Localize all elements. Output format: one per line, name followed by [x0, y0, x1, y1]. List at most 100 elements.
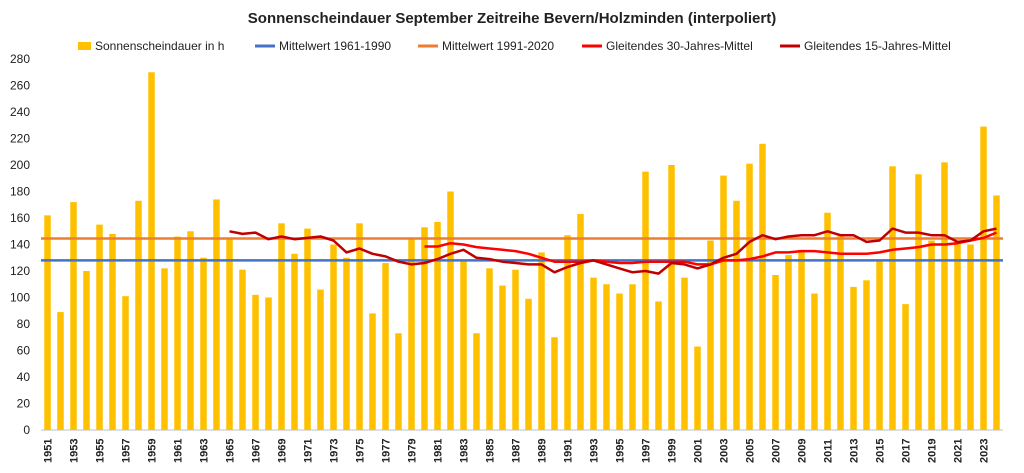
bar-2002: [707, 240, 714, 430]
x-tick-label: 2009: [797, 439, 809, 463]
x-tick-label: 2005: [745, 439, 757, 463]
bar-1985: [486, 268, 493, 430]
bar-2001: [694, 346, 701, 430]
x-tick-label: 1975: [355, 439, 367, 463]
x-tick-label: 2003: [719, 439, 731, 463]
bar-1971: [304, 228, 311, 430]
bars: [44, 72, 1000, 431]
x-tick-label: 1963: [199, 439, 211, 463]
bar-1956: [109, 233, 116, 430]
bar-1970: [291, 253, 298, 430]
bar-2018: [915, 174, 922, 430]
bar-1998: [655, 301, 662, 430]
y-tick-label: 60: [17, 344, 31, 358]
bar-2021: [954, 240, 961, 430]
x-tick-label: 1957: [121, 439, 133, 463]
x-tick-label: 1971: [303, 439, 315, 463]
bar-1984: [473, 333, 480, 430]
y-tick-label: 140: [10, 238, 30, 252]
x-tick-label: 2013: [849, 439, 861, 463]
y-tick-label: 160: [10, 211, 30, 225]
bar-1986: [499, 285, 506, 430]
bar-1964: [213, 199, 220, 430]
bar-1961: [174, 236, 181, 430]
bar-1960: [161, 268, 168, 430]
bar-1995: [616, 293, 623, 430]
x-tick-label: 1961: [173, 439, 185, 463]
bar-1962: [187, 231, 194, 430]
y-tick-label: 180: [10, 185, 30, 199]
bar-1979: [408, 237, 415, 430]
bar-2016: [889, 166, 896, 430]
x-tick-label: 1979: [407, 439, 419, 463]
x-tick-label: 1991: [563, 439, 575, 463]
x-tick-label: 1977: [381, 439, 393, 463]
bar-2011: [824, 212, 831, 430]
bar-1996: [629, 284, 636, 430]
bar-2010: [811, 293, 818, 430]
bar-1992: [577, 214, 584, 430]
bar-1958: [135, 200, 142, 430]
bar-1981: [434, 221, 441, 430]
bar-1982: [447, 191, 454, 430]
y-tick-label: 200: [10, 158, 30, 172]
rolling-15-year-mean-line: [229, 227, 997, 275]
y-tick-label: 100: [10, 291, 30, 305]
bar-2012: [837, 233, 844, 430]
x-tick-label: 1951: [43, 439, 55, 463]
x-tick-label: 1965: [225, 439, 237, 463]
bar-1987: [512, 269, 519, 430]
bar-2013: [850, 286, 857, 430]
bar-2008: [785, 255, 792, 430]
axes: 0 20 40 60 80 100 120 140 160 180 200 220 240 260 280 1…: [10, 52, 1003, 463]
bar-1967: [252, 294, 259, 430]
legend: Sonnenscheindauer in h Mittelwert 1961-19…: [78, 39, 951, 53]
legend-label: Gleitendes 30-Jahres-Mittel: [606, 39, 753, 53]
legend-label: Mittelwert 1991-2020: [442, 39, 554, 53]
bar-1965: [226, 237, 233, 430]
y-tick-label: 80: [17, 317, 31, 331]
bar-1994: [603, 284, 610, 430]
bar-2003: [720, 175, 727, 430]
legend-label: Sonnenscheindauer in h: [95, 39, 224, 53]
bar-1969: [278, 223, 285, 430]
x-tick-label: 1973: [329, 439, 341, 463]
bar-2023: [980, 126, 987, 430]
x-tick-label: 1959: [147, 439, 159, 463]
x-tick-label: 1999: [667, 439, 679, 463]
y-tick-label: 240: [10, 105, 30, 119]
legend-label: Mittelwert 1961-1990: [279, 39, 391, 53]
bar-1990: [551, 337, 558, 430]
y-tick-label: 220: [10, 132, 30, 146]
bar-2022: [967, 244, 974, 430]
x-tick-label: 1993: [589, 439, 601, 463]
bar-2004: [733, 200, 740, 430]
bar-1952: [57, 312, 64, 430]
chart-title: Sonnenscheindauer September Zeitreihe Be…: [248, 10, 776, 27]
bar-1993: [590, 277, 597, 430]
bar-1951: [44, 215, 51, 430]
bar-1968: [265, 297, 272, 430]
bar-1974: [343, 257, 350, 430]
bar-1972: [317, 289, 324, 430]
bar-1963: [200, 257, 207, 430]
bar-1978: [395, 333, 402, 430]
x-tick-label: 1967: [251, 439, 263, 463]
y-tick-label: 120: [10, 264, 30, 278]
bar-2007: [772, 274, 779, 430]
x-tick-label: 2015: [875, 439, 887, 463]
bar-1953: [70, 202, 77, 430]
bar-1975: [356, 223, 363, 430]
bar-2005: [746, 163, 753, 431]
x-tick-label: 1981: [433, 439, 445, 463]
bar-2014: [863, 280, 870, 430]
x-tick-label: 2021: [953, 439, 965, 463]
bar-1977: [382, 263, 389, 430]
bar-1988: [525, 298, 532, 430]
x-tick-label: 2011: [823, 439, 835, 463]
bar-2000: [681, 277, 688, 430]
x-tick-label: 2017: [901, 439, 913, 463]
bar-1991: [564, 235, 571, 430]
